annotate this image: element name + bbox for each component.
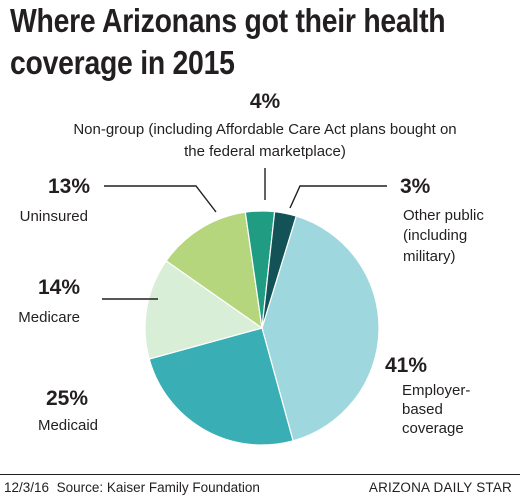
pie-slices bbox=[144, 210, 380, 446]
leader-line-3 bbox=[104, 185, 217, 213]
pie-slice-2 bbox=[144, 260, 264, 360]
slice-percent-4: 4% bbox=[250, 90, 281, 113]
slice-label-5-line-1: (including bbox=[403, 227, 467, 244]
slice-label-4-line-0: Non-group (including Affordable Care Act… bbox=[73, 121, 456, 138]
slice-label-1-line-0: Medicaid bbox=[38, 417, 98, 434]
slice-label-0-line-0: Employer- bbox=[402, 382, 470, 399]
slice-label-2-line-0: Medicare bbox=[18, 309, 80, 326]
title-line-1: Where Arizonans got their health bbox=[10, 2, 446, 39]
footer-credit: ARIZONA DAILY STAR bbox=[368, 480, 512, 495]
slice-label-0-line-1: based bbox=[402, 401, 443, 418]
slice-label-0-line-2: coverage bbox=[402, 420, 464, 437]
slice-percent-2: 14% bbox=[38, 276, 80, 299]
pie-slice-0 bbox=[261, 215, 380, 442]
pie-slice-5 bbox=[261, 211, 297, 329]
footer: 12/3/16 Source: Kaiser Family Foundation… bbox=[0, 474, 520, 501]
footer-date: 12/3/16 bbox=[4, 480, 50, 495]
slice-label-5-line-2: military) bbox=[403, 248, 456, 265]
pie-slice-1 bbox=[148, 327, 294, 446]
chart-title: Where Arizonans got their health coverag… bbox=[10, 0, 446, 84]
footer-source: 12/3/16 Source: Kaiser Family Foundation bbox=[4, 475, 260, 501]
slice-percent-3: 13% bbox=[48, 175, 90, 198]
pie-slice-3 bbox=[165, 211, 263, 330]
slice-percent-1: 25% bbox=[46, 387, 88, 410]
pie-chart: 41% Employer-based coverage 25% Medicaid 14% M… bbox=[18, 90, 484, 446]
leader-line-5 bbox=[289, 185, 387, 209]
slice-label-5-line-0: Other public bbox=[403, 207, 484, 224]
slice-percent-5: 3% bbox=[400, 175, 431, 198]
footer-source-text: Source: Kaiser Family Foundation bbox=[56, 480, 260, 495]
slice-percent-0: 41% bbox=[385, 354, 427, 377]
slice-label-3-line-0: Uninsured bbox=[20, 208, 88, 225]
leader-lines bbox=[102, 168, 387, 300]
title-line-2: coverage in 2015 bbox=[10, 44, 235, 81]
slice-labels: 41% Employer-based coverage 25% Medicaid 14% M… bbox=[18, 90, 484, 437]
slice-label-4-line-1: the federal marketplace) bbox=[184, 143, 346, 160]
